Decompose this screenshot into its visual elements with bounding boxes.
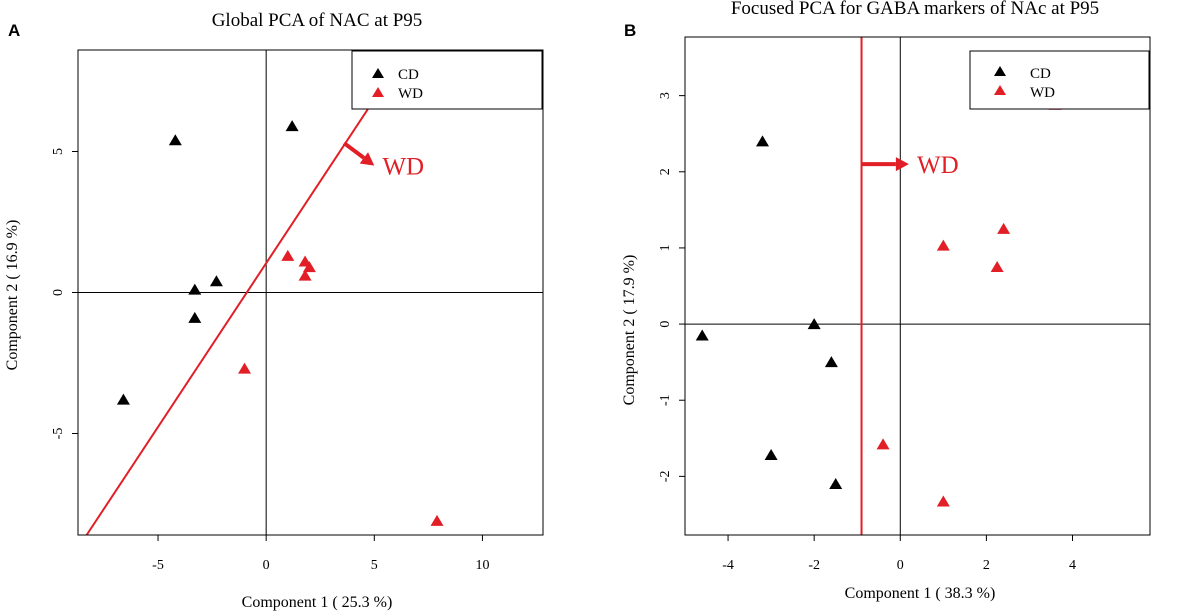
panel-b-point-cd bbox=[756, 135, 769, 147]
panel-b-letter: B bbox=[624, 21, 636, 40]
panel-a-point-cd bbox=[168, 134, 182, 146]
panel-b-x-tick-label: 2 bbox=[983, 558, 990, 573]
panel-b-title: Focused PCA for GABA markers of NAc at P… bbox=[731, 0, 1099, 19]
panel-a-y-tick-label: 5 bbox=[51, 148, 66, 155]
panel-b-y-tick-label: 2 bbox=[658, 168, 673, 175]
panel-a-point-cd bbox=[209, 275, 223, 287]
panel-a-legend-box bbox=[351, 50, 543, 110]
panel-a-title: Global PCA of NAC at P95 bbox=[212, 10, 423, 31]
panel-a-point-wd bbox=[281, 249, 295, 261]
panel-a-x-tick-label: 10 bbox=[475, 558, 489, 573]
panel-b-y-tick-label: 1 bbox=[658, 244, 673, 251]
panel-b-point-wd bbox=[876, 438, 890, 450]
panel-b-point-cd bbox=[695, 329, 709, 341]
panel-b-legend-wd-marker bbox=[994, 85, 1006, 95]
panel-a-legend-cd-marker bbox=[372, 68, 384, 78]
panel-a-x-tick-label: 0 bbox=[263, 558, 270, 573]
panel-a-y-tick-label: 0 bbox=[51, 289, 66, 296]
panel-a-point-wd bbox=[238, 362, 252, 374]
panel-a-plot-marks: -5 0 5 10 -5 0 5 WD bbox=[51, 50, 543, 573]
panel-b-legend: CD WD bbox=[969, 50, 1150, 110]
panel-a-legend-wd-marker bbox=[372, 87, 384, 97]
panel-a-legend-cd-label: CD bbox=[398, 67, 419, 83]
panel-b-legend-cd-label: CD bbox=[1030, 66, 1051, 82]
panel-a-separator-line bbox=[85, 108, 369, 536]
panel-b-x-tick-label: 4 bbox=[1069, 558, 1076, 573]
panel-b-y-tick-label: -1 bbox=[658, 394, 673, 406]
panel-b-legend-box bbox=[969, 50, 1150, 110]
panel-a-point-cd bbox=[188, 283, 202, 295]
panel-a-wd-arrow-shaft bbox=[342, 141, 366, 160]
panel-a-legend: CD WD bbox=[351, 50, 543, 110]
panel-a-y-axis-label: Component 2 ( 16.9 %) bbox=[4, 220, 21, 371]
panel-b-y-axis-label: Component 2 ( 17.9 %) bbox=[621, 255, 638, 406]
panel-b-point-wd bbox=[936, 495, 950, 507]
panel-a-chart: A Global PCA of NAC at P95 Component 1 (… bbox=[4, 10, 544, 611]
panel-a-legend-wd-label: WD bbox=[398, 86, 423, 102]
panel-a-point-cd bbox=[116, 393, 130, 405]
panel-a-point-cd bbox=[285, 120, 299, 132]
panel-a-letter: A bbox=[8, 21, 20, 40]
panel-b-point-wd bbox=[997, 222, 1011, 234]
panel-b-y-tick-label: -2 bbox=[658, 471, 673, 483]
panel-a-plot-frame bbox=[77, 49, 544, 536]
panel-b-wd-arrow-head bbox=[895, 157, 909, 172]
panel-b-point-wd bbox=[990, 260, 1004, 272]
panel-b-point-cd bbox=[829, 477, 843, 489]
panel-a-wd-arrow-head bbox=[359, 152, 375, 166]
panel-b-legend-wd-label: WD bbox=[1030, 85, 1055, 101]
panel-b-x-tick-label: -4 bbox=[722, 558, 734, 573]
panel-a-point-wd bbox=[430, 514, 444, 526]
panel-a-point-wd bbox=[298, 269, 312, 281]
panel-b-point-wd bbox=[936, 239, 950, 251]
panel-b-plot-frame bbox=[684, 36, 1151, 536]
panel-b-wd-annotation: WD bbox=[917, 152, 959, 179]
panel-b-point-cd bbox=[824, 356, 838, 368]
panel-b-point-cd bbox=[764, 449, 778, 461]
panel-b-point-cd bbox=[807, 318, 821, 330]
panel-b-y-tick-label: 0 bbox=[658, 321, 673, 328]
panel-b-x-tick-label: 0 bbox=[897, 558, 904, 573]
panel-b-legend-cd-marker bbox=[994, 66, 1006, 76]
panel-b-chart: B Focused PCA for GABA markers of NAc at… bbox=[621, 0, 1151, 602]
panel-a-wd-annotation: WD bbox=[382, 154, 424, 181]
panel-a-point-wd bbox=[302, 261, 316, 273]
panel-a-y-tick-label: -5 bbox=[51, 428, 66, 440]
panel-a-x-tick-label: 5 bbox=[371, 558, 378, 573]
panel-a-x-axis-label: Component 1 ( 25.3 %) bbox=[242, 594, 393, 611]
panel-b-plot-marks: -4 -2 0 2 4 -2 -1 0 1 2 3 WD bbox=[658, 37, 1150, 573]
panel-b-x-tick-label: -2 bbox=[808, 558, 820, 573]
panel-b-x-axis-label: Component 1 ( 38.3 %) bbox=[845, 585, 996, 602]
panel-a-x-tick-label: -5 bbox=[152, 558, 164, 573]
panel-b-y-tick-label: 3 bbox=[658, 92, 673, 99]
panel-a-point-cd bbox=[188, 311, 202, 323]
